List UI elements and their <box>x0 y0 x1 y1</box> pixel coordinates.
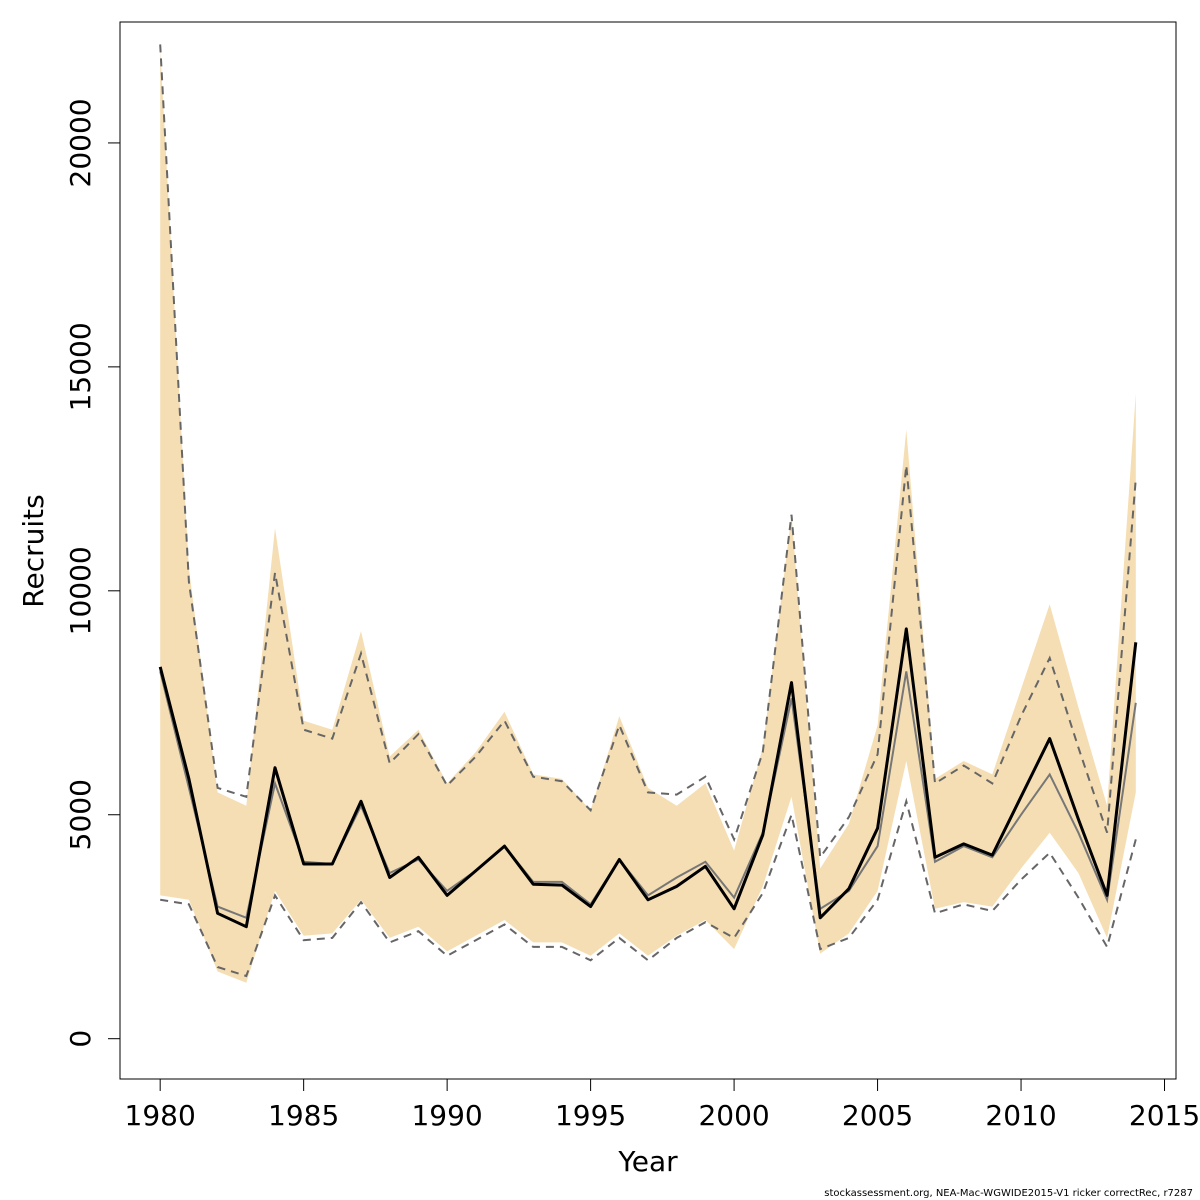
x-tick-label: 1985 <box>268 1099 339 1132</box>
alt-ci-upper-line <box>159 44 1137 861</box>
y-axis-label: Recruits <box>17 494 50 607</box>
y-tick-label: 10000 <box>64 546 97 635</box>
x-tick-label: 1990 <box>411 1099 482 1132</box>
confidence-band <box>160 48 1136 983</box>
x-tick-label: 2010 <box>985 1099 1056 1132</box>
footer-note: stockassessment.org, NEA-Mac-WGWIDE2015-… <box>824 1188 1193 1199</box>
x-tick-label: 2000 <box>698 1099 769 1132</box>
x-tick-label: 2005 <box>842 1099 913 1132</box>
x-tick-label: 1995 <box>555 1099 626 1132</box>
x-tick-label: 1980 <box>125 1099 196 1132</box>
x-axis-label: Year <box>617 1145 678 1178</box>
x-axis: 1980 1985 1990 1995 2000 2005 2010 2015 <box>125 1078 1200 1132</box>
estimate-line <box>158 627 1138 929</box>
y-tick-label: 5000 <box>64 779 97 850</box>
lines-layer <box>158 44 1138 978</box>
alt-ci-lower-line <box>160 797 1137 978</box>
band-layer <box>160 48 1136 983</box>
y-tick-label: 20000 <box>64 98 97 187</box>
y-axis: 0 5000 10000 15000 20000 <box>64 98 121 1048</box>
y-tick-label: 15000 <box>64 322 97 411</box>
x-tick-label: 2015 <box>1129 1099 1200 1132</box>
y-tick-label: 0 <box>64 1030 97 1048</box>
